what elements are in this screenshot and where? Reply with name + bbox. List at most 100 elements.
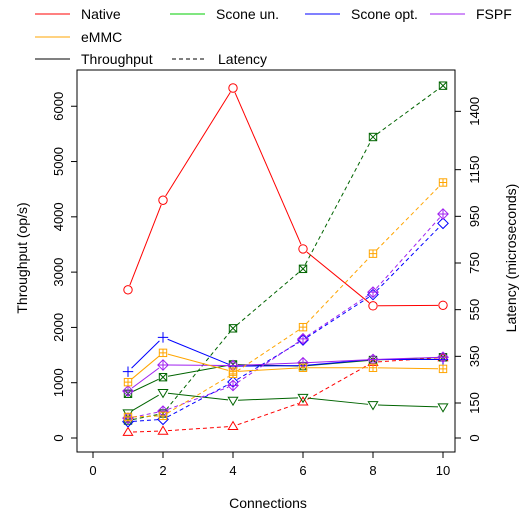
scone-un--latency-segment — [132, 413, 159, 421]
legend-label: FSPF — [476, 6, 512, 22]
x-tick-label: 4 — [229, 463, 236, 478]
y-left-tick-label: 4000 — [51, 202, 66, 231]
data-point-diamond-plus — [122, 385, 134, 397]
emmc-latency-segment — [376, 185, 440, 251]
legend-label: Scone un. — [216, 6, 279, 22]
native-throughput-segment — [234, 92, 302, 245]
emmc-throughput-segment — [131, 355, 160, 380]
x-tick-label: 0 — [89, 463, 96, 478]
emmc-latency-segment — [167, 375, 229, 414]
data-point-plus — [157, 332, 169, 343]
x-tick-label: 8 — [369, 463, 376, 478]
data-point-triangle-down — [297, 393, 309, 404]
fspf-throughput-segment — [131, 367, 160, 389]
data-point-square-x — [158, 372, 168, 382]
fspf-throughput-segment — [237, 362, 299, 366]
y-right-tick-label: 350 — [467, 345, 482, 367]
x-axis-label: Connections — [229, 495, 307, 511]
native-latency-segment — [237, 403, 299, 426]
y-right-tick-label: 150 — [467, 392, 482, 414]
data-point-square-plus — [228, 369, 238, 379]
emmc-throughput-segment — [377, 367, 439, 370]
data-point-diamond — [367, 288, 379, 301]
legend-style-label: Latency — [218, 51, 267, 67]
data-point-triangle-up — [227, 420, 239, 431]
data-point-circle — [298, 244, 308, 254]
fspf-throughput-segment — [307, 359, 369, 364]
y-right-tick-label: 1400 — [467, 97, 482, 126]
data-point-circle — [158, 195, 168, 205]
fspf-latency-segment — [132, 411, 159, 418]
data-point-triangle-down — [367, 401, 379, 411]
scone-un--latency-segment — [236, 271, 300, 326]
legend-label: eMMC — [81, 29, 122, 45]
scone-un--throughput-segment — [167, 392, 229, 401]
data-point-triangle-down — [227, 396, 239, 407]
data-point-square-plus — [438, 364, 448, 374]
emmc-latency-segment — [236, 329, 300, 372]
data-point-square-x — [228, 324, 238, 333]
y-left-tick-label: 1000 — [51, 368, 66, 397]
data-point-square-x — [368, 132, 378, 142]
emmc-throughput-segment — [167, 353, 229, 371]
y-left-tick-label: 5000 — [51, 147, 66, 176]
legend: Native Scone un. Scone opt. FSPF eMMC Through… — [35, 6, 512, 67]
native-latency-segment — [307, 364, 369, 400]
scone-un--throughput-segment — [307, 397, 369, 405]
data-point-diamond — [437, 217, 449, 230]
scone-opt--throughput-segment — [131, 340, 160, 369]
native-latency-segment — [132, 430, 159, 433]
y-right-tick-label: 0 — [467, 434, 482, 441]
data-point-circle — [123, 285, 133, 295]
scone-un--throughput-segment — [237, 397, 299, 401]
emmc-throughput-segment — [237, 367, 299, 372]
data-point-square-x — [438, 81, 448, 90]
fspf-latency-segment — [306, 294, 370, 337]
native-throughput-segment — [306, 251, 370, 304]
x-tick-label: 10 — [436, 463, 450, 478]
scone-un--throughput-segment — [132, 378, 159, 393]
data-point-square-plus — [123, 412, 133, 422]
legend-label: Native — [81, 6, 121, 22]
data-point-square-plus — [438, 178, 448, 187]
data-point-circle — [438, 300, 448, 310]
scone-un--throughput-segment — [307, 359, 369, 367]
scone-un--latency-segment — [376, 88, 440, 135]
data-point-circle — [228, 83, 238, 93]
data-point-triangle-down — [437, 403, 449, 413]
data-point-diamond-plus — [227, 379, 239, 392]
scone-un--throughput-segment — [132, 394, 159, 412]
data-point-diamond-plus — [157, 359, 169, 371]
data-point-square-plus — [158, 411, 168, 421]
scone-un--throughput-segment — [377, 404, 439, 408]
data-point-triangle-up — [122, 426, 134, 436]
y-left-tick-label: 6000 — [51, 92, 66, 121]
data-point-square-plus — [158, 348, 168, 358]
fspf-latency-segment — [167, 386, 229, 410]
native-throughput-segment — [165, 91, 231, 197]
legend-label: Scone opt. — [351, 6, 418, 22]
data-point-diamond-plus — [367, 286, 379, 299]
data-point-triangle-down — [122, 409, 134, 419]
data-point-square-plus — [368, 249, 378, 258]
y-right-tick-label: 750 — [467, 252, 482, 274]
plot-area — [122, 81, 449, 436]
data-point-triangle-up — [297, 396, 309, 406]
data-point-square-plus — [368, 363, 378, 372]
scone-un--latency-segment — [165, 331, 231, 410]
y-right-tick-label: 950 — [467, 205, 482, 227]
scone-opt--latency-segment — [376, 226, 440, 292]
data-point-triangle-down — [157, 388, 169, 399]
y-axis-left-label: Throughput (op/s) — [14, 202, 30, 313]
data-point-triangle-up — [157, 425, 169, 435]
scone-opt--latency-segment — [167, 383, 229, 418]
data-point-square-plus — [298, 363, 308, 372]
scone-opt--latency-segment — [306, 296, 370, 338]
scone-opt--throughput-segment — [307, 359, 369, 366]
y-right-tick-label: 1150 — [467, 156, 482, 184]
data-point-plus — [122, 366, 134, 377]
fspf-throughput-segment — [377, 356, 439, 360]
y-left-tick-label: 2000 — [51, 313, 66, 342]
fspf-latency-segment — [375, 217, 441, 289]
